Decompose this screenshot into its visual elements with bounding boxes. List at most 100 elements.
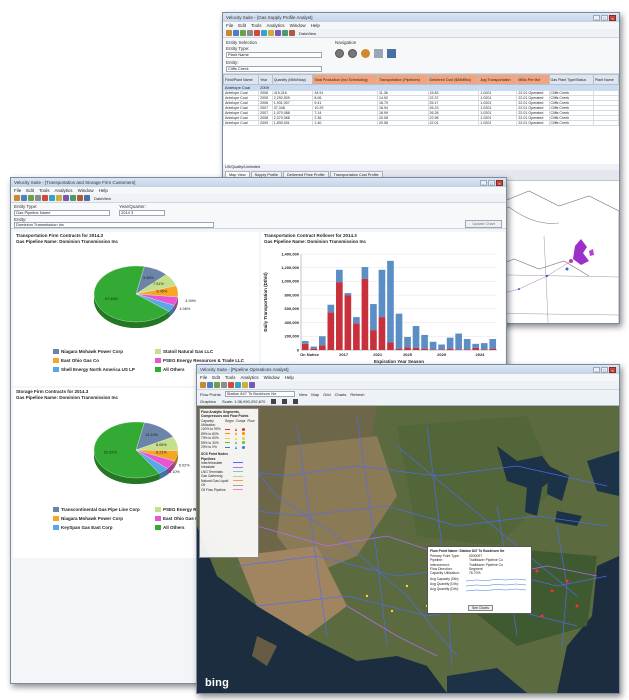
layers-icon[interactable] <box>275 30 281 36</box>
update-chart-button[interactable]: Update Chart <box>465 220 502 228</box>
copy-icon[interactable] <box>35 195 41 201</box>
close-icon[interactable]: × <box>496 179 503 186</box>
entity-select[interactable]: Dominion Transmission Inc <box>14 222 214 228</box>
chart-icon[interactable] <box>261 30 267 36</box>
report-icon[interactable] <box>289 30 295 36</box>
copy-icon[interactable] <box>221 382 227 388</box>
zoom-out-icon[interactable] <box>282 399 288 404</box>
pie-slice-side <box>174 450 178 468</box>
menu-window[interactable]: Window <box>263 375 280 380</box>
menu-file[interactable]: File <box>200 375 208 380</box>
charts-radio[interactable]: Charts <box>334 391 347 397</box>
print-icon[interactable] <box>240 30 246 36</box>
menu-analytics[interactable]: Analytics <box>54 188 73 193</box>
column-header[interactable]: Plant Name <box>592 74 619 85</box>
close-icon[interactable]: × <box>609 14 616 21</box>
nav-forward-icon[interactable] <box>348 49 357 58</box>
dataview-button[interactable]: DataView <box>94 195 112 201</box>
menu-file[interactable]: File <box>14 188 22 193</box>
column-header[interactable]: Quantity (MMcf/day) <box>271 74 314 85</box>
nav-back-icon[interactable] <box>335 49 344 58</box>
legend-column-header: Segm <box>225 419 234 423</box>
menu-window[interactable]: Window <box>289 23 306 28</box>
export-icon[interactable] <box>282 30 288 36</box>
nav-grid-icon[interactable] <box>387 49 396 58</box>
menu-analytics[interactable]: Analytics <box>240 375 259 380</box>
open-icon[interactable] <box>14 195 20 201</box>
print-icon[interactable] <box>28 195 34 201</box>
minimize-icon[interactable]: – <box>593 366 600 373</box>
menu-tools[interactable]: Tools <box>251 23 262 28</box>
filter-icon[interactable] <box>242 382 248 388</box>
menu-help[interactable]: Help <box>310 23 320 28</box>
grid-icon[interactable] <box>84 195 90 201</box>
pie-slice-side <box>94 422 160 484</box>
column-header[interactable]: Total Production (incl Scheduling) <box>312 74 378 85</box>
menu-file[interactable]: File <box>226 23 234 28</box>
column-header[interactable]: Year <box>258 74 273 85</box>
menu-tools[interactable]: Tools <box>225 375 236 380</box>
menu-window[interactable]: Window <box>77 188 94 193</box>
save-icon[interactable] <box>207 382 213 388</box>
bar-panel: Transportation Contract Rollover for 201… <box>261 232 505 386</box>
delete-icon[interactable] <box>254 30 260 36</box>
menu-edit[interactable]: Edit <box>238 23 247 28</box>
close-icon[interactable]: × <box>609 366 616 373</box>
see-charts-button[interactable]: See Charts <box>468 605 493 611</box>
open-icon[interactable] <box>226 30 232 36</box>
filter-icon[interactable] <box>268 30 274 36</box>
bar-subtitle: Gas Pipeline Name: Dominion Transmission… <box>264 239 367 244</box>
table-row[interactable]: Antelope Coal 2005 2,292,909 8.06 14.92 22.37… <box>223 95 619 101</box>
maximize-icon[interactable]: □ <box>601 366 608 373</box>
menu-edit[interactable]: Edit <box>212 375 221 380</box>
delete-icon[interactable] <box>228 382 234 388</box>
map-radio[interactable]: Map <box>311 391 320 397</box>
open-icon[interactable] <box>200 382 206 388</box>
maximize-icon[interactable]: □ <box>601 14 608 21</box>
x-tick-label: On Notice <box>300 352 320 357</box>
table-header-row: Field/Plant Name Year Quantity (MMcf/day) T… <box>223 74 619 85</box>
filter-icon[interactable] <box>56 195 62 201</box>
menu-tools[interactable]: Tools <box>39 188 50 193</box>
delete-icon[interactable] <box>42 195 48 201</box>
flow-points-select[interactable]: Station 847 To Buckhorn Ne <box>224 391 295 397</box>
layers-icon[interactable] <box>63 195 69 201</box>
layers-icon[interactable] <box>249 382 255 388</box>
dataview-button[interactable]: DataView <box>299 30 317 36</box>
menu-edit[interactable]: Edit <box>26 188 35 193</box>
menu-help[interactable]: Help <box>98 188 108 193</box>
table-row[interactable]: Antelope Coal 2009 1,830,001 1.40 20.58 22.01… <box>223 120 619 126</box>
column-header[interactable]: Field/Plant Name <box>223 74 260 85</box>
chart-icon[interactable] <box>235 382 241 388</box>
maximize-icon[interactable]: □ <box>488 179 495 186</box>
nav-home-icon[interactable] <box>361 49 370 58</box>
pan-icon[interactable] <box>293 399 299 404</box>
chart-icon[interactable] <box>49 195 55 201</box>
column-header[interactable]: Gas Plant Type/Status <box>548 74 594 85</box>
minimize-icon[interactable]: – <box>593 14 600 21</box>
copy-icon[interactable] <box>247 30 253 36</box>
year-quarter-select[interactable]: 2014 3 <box>119 210 165 216</box>
save-icon[interactable] <box>21 195 27 201</box>
refresh-button[interactable]: Refresh <box>350 391 365 397</box>
column-header[interactable]: Delivered Cost ($/MMBtu) <box>427 74 480 85</box>
save-icon[interactable] <box>233 30 239 36</box>
minimize-icon[interactable]: – <box>480 179 487 186</box>
menu-analytics[interactable]: Analytics <box>266 23 285 28</box>
nav-zoom-icon[interactable] <box>374 49 383 58</box>
report-icon[interactable] <box>77 195 83 201</box>
grid-radio[interactable]: Grid <box>323 391 331 397</box>
column-header[interactable]: Avg Transportation <box>478 74 518 85</box>
supply-window-title: Velocity Suite - [Gas Supply Profile Ana… <box>226 15 313 20</box>
print-icon[interactable] <box>214 382 220 388</box>
entity-type-select[interactable]: Gas Pipeline Name <box>14 210 110 216</box>
column-header[interactable]: Transportation (Pipelines) <box>377 74 429 85</box>
zoom-in-icon[interactable] <box>271 399 277 404</box>
entity-type-select[interactable]: Plant Name <box>226 52 322 58</box>
entity-select[interactable]: Cliffs Creek <box>226 66 322 72</box>
export-icon[interactable] <box>70 195 76 201</box>
menu-help[interactable]: Help <box>284 375 294 380</box>
column-header[interactable]: MBtu Per Mcf <box>516 74 550 85</box>
entity-label: Entity: <box>14 217 27 222</box>
satellite-map[interactable] <box>197 406 619 693</box>
